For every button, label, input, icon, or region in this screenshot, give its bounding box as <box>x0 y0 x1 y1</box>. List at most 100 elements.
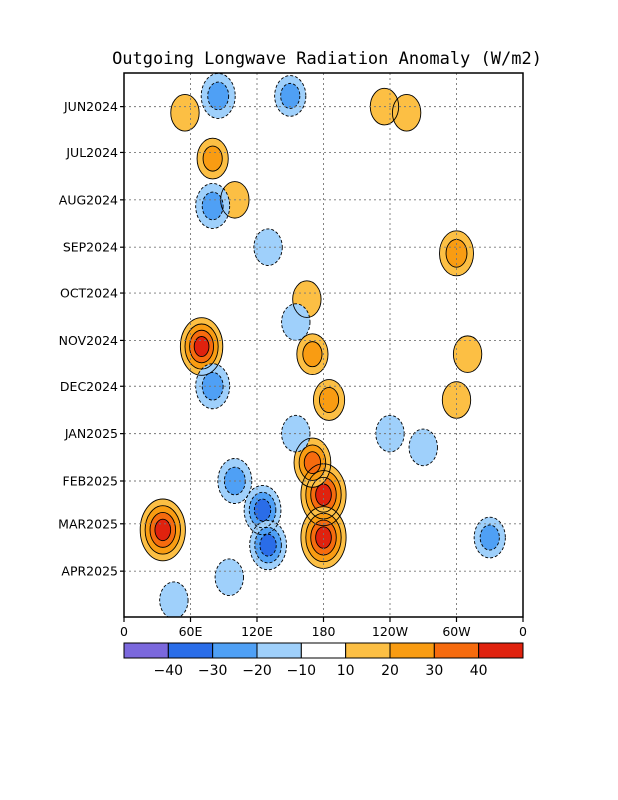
contour-line <box>473 516 506 559</box>
anomaly-feature <box>274 75 306 117</box>
colorbar-swatch <box>478 642 524 659</box>
colorbar-swatch <box>389 642 435 659</box>
anomaly-level <box>253 228 283 266</box>
anomaly-feature <box>409 429 438 466</box>
contour-line <box>408 428 438 467</box>
anomaly-feature <box>201 73 236 119</box>
contour-line <box>298 444 327 481</box>
x-tick-label: 0 <box>519 624 527 639</box>
contour-line <box>214 558 244 597</box>
contour-line <box>310 519 337 556</box>
contour-line <box>217 458 253 504</box>
anomaly-feature <box>281 303 310 341</box>
anomaly-feature <box>453 335 482 373</box>
chart-title: Outgoing Longwave Radiation Anomaly (W/m… <box>112 49 542 69</box>
colorbar-swatch <box>167 642 214 659</box>
x-tick-label: 180 <box>312 624 336 639</box>
contour-line <box>202 145 223 172</box>
anomaly-level <box>202 192 224 220</box>
anomaly-level <box>442 381 471 419</box>
y-tick-label: AUG2024 <box>59 192 118 207</box>
contour-line <box>159 581 189 617</box>
contour-line <box>189 329 215 364</box>
anomaly-level <box>409 429 438 466</box>
x-tick-label: 60E <box>179 624 203 639</box>
anomaly-feature <box>159 581 189 617</box>
contour-line <box>259 533 277 557</box>
y-axis: JUN2024 JUL2024 AUG2024 SEP2024 OCT2024 NOV20… <box>58 99 124 579</box>
contour-line <box>149 511 177 548</box>
contour-line <box>280 82 301 109</box>
colorbar-label: 40 <box>470 663 488 679</box>
contour-line <box>312 379 346 421</box>
anomaly-feature <box>313 379 345 421</box>
contour-line <box>201 371 224 401</box>
anomaly-feature <box>253 228 283 266</box>
y-tick-label: JUN2024 <box>63 99 118 114</box>
colorbar-swatch <box>212 642 258 659</box>
anomaly-level <box>315 526 332 549</box>
contour-line <box>296 333 329 376</box>
colorbar-label: 10 <box>337 663 355 679</box>
anomaly-feature <box>474 517 506 558</box>
contour-line <box>196 137 229 180</box>
colorbar-label: −40 <box>154 663 184 679</box>
anomaly-level <box>202 372 224 401</box>
contour-line <box>207 81 230 111</box>
anomaly-level <box>154 519 171 541</box>
contour-line <box>452 335 483 373</box>
contour-line <box>439 230 474 277</box>
anomaly-level <box>281 303 310 341</box>
anomaly-level <box>254 499 271 521</box>
plot-area <box>124 73 523 617</box>
contour-line <box>303 451 322 475</box>
y-tick-label: NOV2024 <box>59 333 118 348</box>
anomaly-level <box>194 336 209 357</box>
anomaly-level <box>280 83 300 109</box>
contour-line <box>248 491 277 529</box>
contour-line <box>293 437 332 488</box>
y-tick-label: OCT2024 <box>60 286 118 301</box>
grid-lines <box>124 73 523 617</box>
x-tick-label: 60W <box>442 624 470 639</box>
colorbar-label: −30 <box>198 663 228 679</box>
anomaly-level <box>170 94 200 132</box>
contour-line <box>274 75 307 117</box>
colorbar-label: 30 <box>425 663 443 679</box>
colorbar-label: −10 <box>287 663 317 679</box>
contour-line <box>139 498 186 562</box>
anomaly-level <box>304 451 321 474</box>
contour-line <box>318 387 340 414</box>
contour-line <box>292 280 322 318</box>
colorbar-swatch <box>123 642 169 659</box>
contour-line <box>479 524 500 551</box>
y-tick-label: MAR2025 <box>58 516 118 531</box>
anomaly-feature <box>215 558 244 596</box>
contour-line <box>254 526 282 564</box>
anomaly-level <box>207 82 229 110</box>
contour-line <box>179 317 224 376</box>
colorbar-label: −20 <box>242 663 272 679</box>
anomaly-feature <box>392 94 421 132</box>
contour-line <box>302 341 323 368</box>
colorbar-label: 20 <box>381 663 399 679</box>
anomaly-fields <box>140 73 506 617</box>
colorbar-swatch <box>300 642 347 659</box>
anomaly-level <box>319 387 339 413</box>
x-axis: 0 60E 120E 180 120W 60W 0 <box>120 617 527 639</box>
contour-line <box>249 520 287 571</box>
y-tick-label: SEP2024 <box>63 240 118 255</box>
contour-line <box>253 498 272 522</box>
contour-line <box>391 93 422 132</box>
contour-line <box>243 484 282 536</box>
y-tick-label: DEC2024 <box>60 379 118 394</box>
contour-line <box>253 228 283 266</box>
anomaly-level <box>159 581 189 617</box>
colorbar: −40 −30 −20 −10 10 20 30 40 <box>123 642 524 679</box>
anomaly-feature <box>296 333 329 375</box>
y-tick-label: FEB2025 <box>63 474 118 489</box>
contour-line <box>195 182 231 229</box>
y-tick-label: JUL2024 <box>65 145 118 160</box>
anomaly-feature <box>442 381 471 419</box>
